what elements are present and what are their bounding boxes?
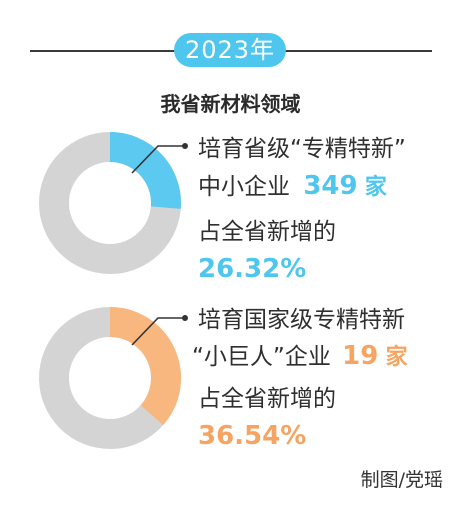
- header-rule-left: [30, 50, 176, 52]
- donut-chart-provincial: [39, 132, 188, 274]
- leader-line: [131, 145, 185, 174]
- chart2-count: 19: [342, 341, 379, 371]
- donut-segment-share: [109, 132, 181, 209]
- year-badge: 2023年: [174, 33, 286, 67]
- chart1-count-unit: 家: [364, 175, 387, 200]
- leader-line: [131, 317, 185, 346]
- chart2-label-line1: 培育国家级专精特新: [198, 307, 405, 333]
- chart2-share-value: 36.54%: [198, 421, 307, 451]
- chart1-label-text: 中小企业: [198, 174, 290, 200]
- chart1-count: 349: [303, 171, 358, 201]
- chart2-share-label: 占全省新增的: [198, 386, 336, 412]
- chart1-share-value: 26.32%: [198, 254, 307, 284]
- chart2-label-text: “小巨人”企业: [192, 344, 331, 370]
- chart1-share-label: 占全省新增的: [198, 219, 336, 245]
- donut-segment-share: [109, 307, 181, 426]
- credit-text: 制图/党瑶: [360, 469, 443, 491]
- chart1-label-line2: 中小企业 349 家: [198, 171, 387, 203]
- donut-chart-national: [39, 307, 188, 449]
- leader-dot: [182, 315, 188, 321]
- chart1-label-line1: 培育省级“专精特新”: [198, 136, 406, 162]
- header-rule-right: [284, 50, 432, 52]
- chart2-count-unit: 家: [385, 345, 408, 370]
- leader-dot: [182, 143, 188, 149]
- page-title: 我省新材料领域: [160, 92, 301, 116]
- chart2-label-line2: “小巨人”企业 19 家: [192, 341, 408, 373]
